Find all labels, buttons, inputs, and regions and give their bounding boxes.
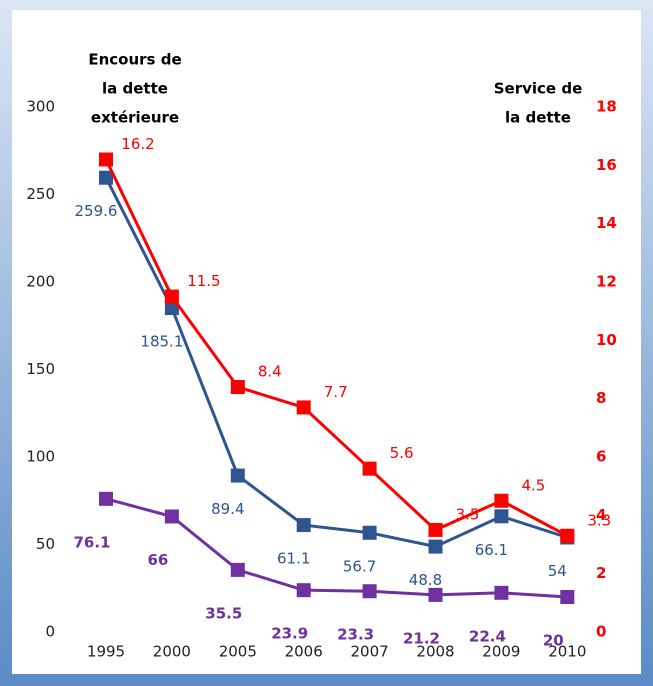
y2-tick-label: 10 (596, 331, 617, 349)
marker (164, 509, 179, 524)
marker (494, 585, 509, 600)
data-label: 4.5 (521, 476, 545, 494)
y2-tick-label: 18 (596, 98, 617, 116)
series-line (105, 497, 568, 599)
marker (362, 461, 377, 476)
data-label: 16.2 (121, 135, 154, 153)
x-tick-label: 2009 (482, 643, 520, 661)
series-line (104, 158, 569, 538)
marker (230, 468, 245, 483)
marker (362, 525, 377, 540)
marker (230, 380, 245, 394)
data-label: 11.5 (187, 272, 220, 290)
marker (428, 587, 443, 602)
marker (296, 400, 311, 415)
x-tick-label: 2005 (219, 643, 257, 661)
data-label: 76.1 (73, 533, 110, 551)
y-axis-label: la dette (102, 80, 168, 98)
y-tick-label: 100 (26, 448, 55, 466)
data-label: 61.1 (277, 550, 310, 568)
x-tick-label: 2008 (416, 643, 454, 661)
y2-axis-label: Service de (494, 80, 583, 98)
data-label: 89.4 (211, 500, 244, 518)
data-label: 185.1 (140, 333, 183, 351)
y-tick-label: 250 (26, 185, 55, 203)
data-label: 56.7 (343, 557, 376, 575)
y-axis-label: Encours de (88, 51, 181, 69)
data-label: 48.8 (409, 571, 442, 589)
data-label: 66 (147, 551, 168, 569)
data-label: 3.3 (587, 511, 611, 529)
marker (494, 509, 509, 524)
marker (99, 491, 113, 506)
plot-area (12, 10, 641, 674)
y2-tick-label: 6 (596, 448, 606, 466)
marker (560, 590, 575, 604)
x-tick-label: 2006 (285, 643, 323, 661)
data-label: 23.3 (337, 626, 374, 644)
y2-tick-label: 4 (596, 506, 606, 524)
marker (164, 289, 179, 304)
data-label: 66.1 (475, 541, 508, 559)
y-tick-label: 150 (26, 360, 55, 378)
data-label: 54 (548, 562, 567, 580)
marker (296, 583, 311, 598)
x-tick-label: 1995 (87, 643, 125, 661)
y2-tick-label: 12 (596, 273, 617, 291)
y2-tick-label: 14 (596, 214, 617, 232)
y-tick-label: 50 (36, 535, 55, 553)
marker (560, 528, 575, 543)
marker (99, 152, 113, 167)
marker (494, 493, 509, 508)
data-label: 7.7 (324, 383, 348, 401)
y-axis-label: extérieure (91, 109, 179, 127)
y2-tick-label: 0 (596, 623, 606, 641)
data-label: 21.2 (403, 629, 440, 647)
marker (296, 518, 311, 533)
data-label: 20 (543, 632, 564, 650)
data-label: 8.4 (258, 363, 282, 381)
y-tick-label: 300 (26, 98, 55, 116)
marker (362, 584, 377, 599)
data-label: 22.4 (469, 627, 506, 645)
data-label: 3.5 (456, 505, 480, 523)
data-label: 5.6 (390, 444, 414, 462)
y-tick-label: 200 (26, 273, 55, 291)
x-tick-label: 2007 (351, 643, 389, 661)
x-tick-label: 2000 (153, 643, 191, 661)
y2-tick-label: 8 (596, 389, 606, 407)
y2-tick-label: 2 (596, 564, 606, 582)
marker (164, 301, 179, 316)
data-label: 23.9 (271, 625, 308, 643)
series-line (104, 177, 568, 549)
y2-axis-label: la dette (505, 109, 571, 127)
marker (428, 539, 443, 554)
x-tick-label: 2010 (548, 643, 586, 661)
y-tick-label: 0 (45, 623, 55, 641)
marker (99, 170, 113, 185)
marker (230, 562, 245, 577)
data-label: 35.5 (205, 604, 242, 622)
data-label: 259.6 (75, 202, 118, 220)
y2-tick-label: 16 (596, 156, 617, 174)
marker (428, 522, 443, 537)
